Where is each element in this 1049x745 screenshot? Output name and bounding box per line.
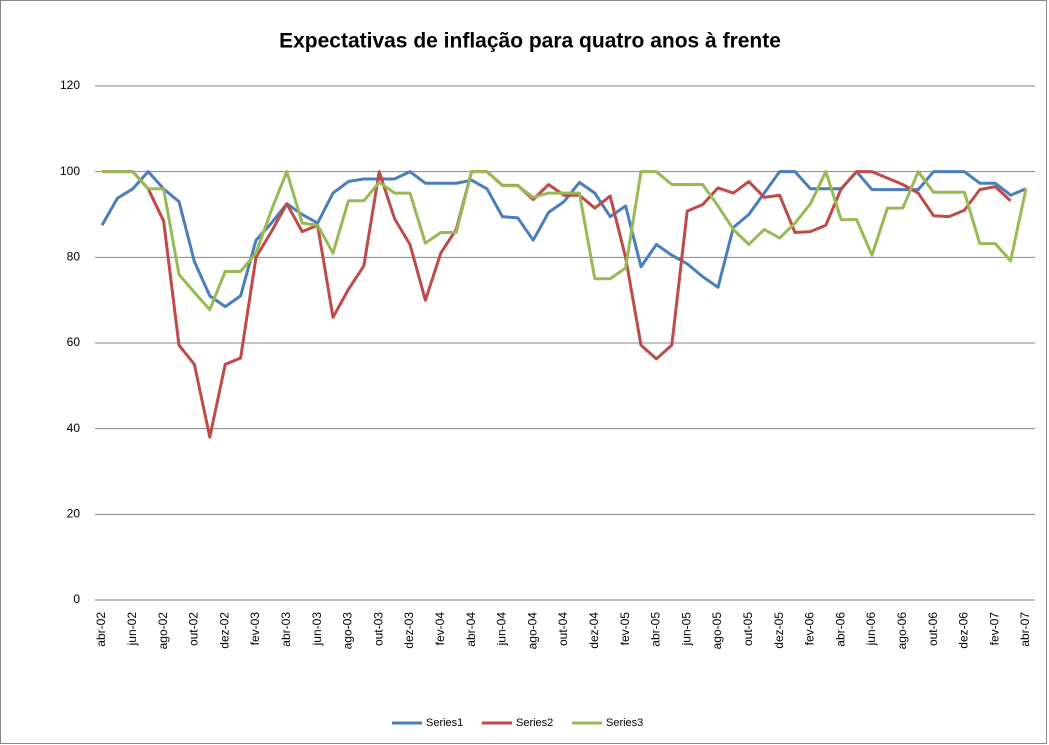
x-tick-label: dez-05	[772, 612, 786, 649]
x-tick-label: out-02	[187, 612, 201, 646]
x-tick-label: out-04	[556, 612, 570, 646]
chart-title: Expectativas de inflação para quatro ano…	[279, 30, 781, 53]
x-tick-label: jun-03	[310, 612, 324, 647]
y-tick-label: 100	[60, 164, 80, 178]
x-tick-label: ago-04	[525, 612, 539, 650]
x-tick-label: jun-06	[864, 612, 878, 647]
y-tick-label: 60	[67, 335, 81, 349]
x-tick-label: dez-03	[402, 612, 416, 649]
y-tick-label: 120	[60, 78, 80, 92]
x-tick-label: jun-04	[495, 612, 509, 647]
x-tick-label: jun-02	[125, 612, 139, 647]
x-tick-label: abr-06	[833, 612, 847, 647]
x-tick-label: out-03	[371, 612, 385, 646]
series-line	[100, 170, 1027, 309]
y-tick-label: 20	[67, 507, 81, 521]
x-tick-label: fev-04	[433, 612, 447, 646]
x-tick-label: ago-02	[156, 612, 170, 650]
legend-label: Series1	[426, 717, 463, 729]
x-tick-label: fev-07	[987, 612, 1001, 646]
x-tick-label: abr-03	[279, 612, 293, 647]
series-line	[102, 170, 1028, 312]
x-tick-label: abr-05	[649, 612, 663, 647]
x-tick-label: dez-04	[587, 612, 601, 649]
x-tick-label: out-05	[741, 612, 755, 646]
series-line	[102, 170, 1012, 439]
x-tick-label: jun-05	[679, 612, 693, 647]
x-tick-label: dez-06	[957, 612, 971, 649]
x-tick-label: fev-05	[618, 612, 632, 646]
x-tick-label: abr-04	[464, 612, 478, 647]
x-tick-label: ago-05	[710, 612, 724, 650]
x-tick-label: fev-03	[248, 612, 262, 646]
y-tick-label: 0	[73, 592, 80, 606]
x-tick-label: abr-07	[1018, 612, 1032, 647]
x-tick-label: fev-06	[803, 612, 817, 646]
x-tick-label: abr-02	[94, 612, 108, 647]
y-tick-label: 40	[67, 421, 81, 435]
legend-label: Series3	[606, 717, 643, 729]
x-tick-label: ago-03	[341, 612, 355, 650]
x-tick-label: out-06	[926, 612, 940, 646]
legend-label: Series2	[516, 717, 553, 729]
y-tick-label: 80	[67, 250, 81, 264]
x-tick-label: dez-02	[217, 612, 231, 649]
x-tick-label: ago-06	[895, 612, 909, 650]
